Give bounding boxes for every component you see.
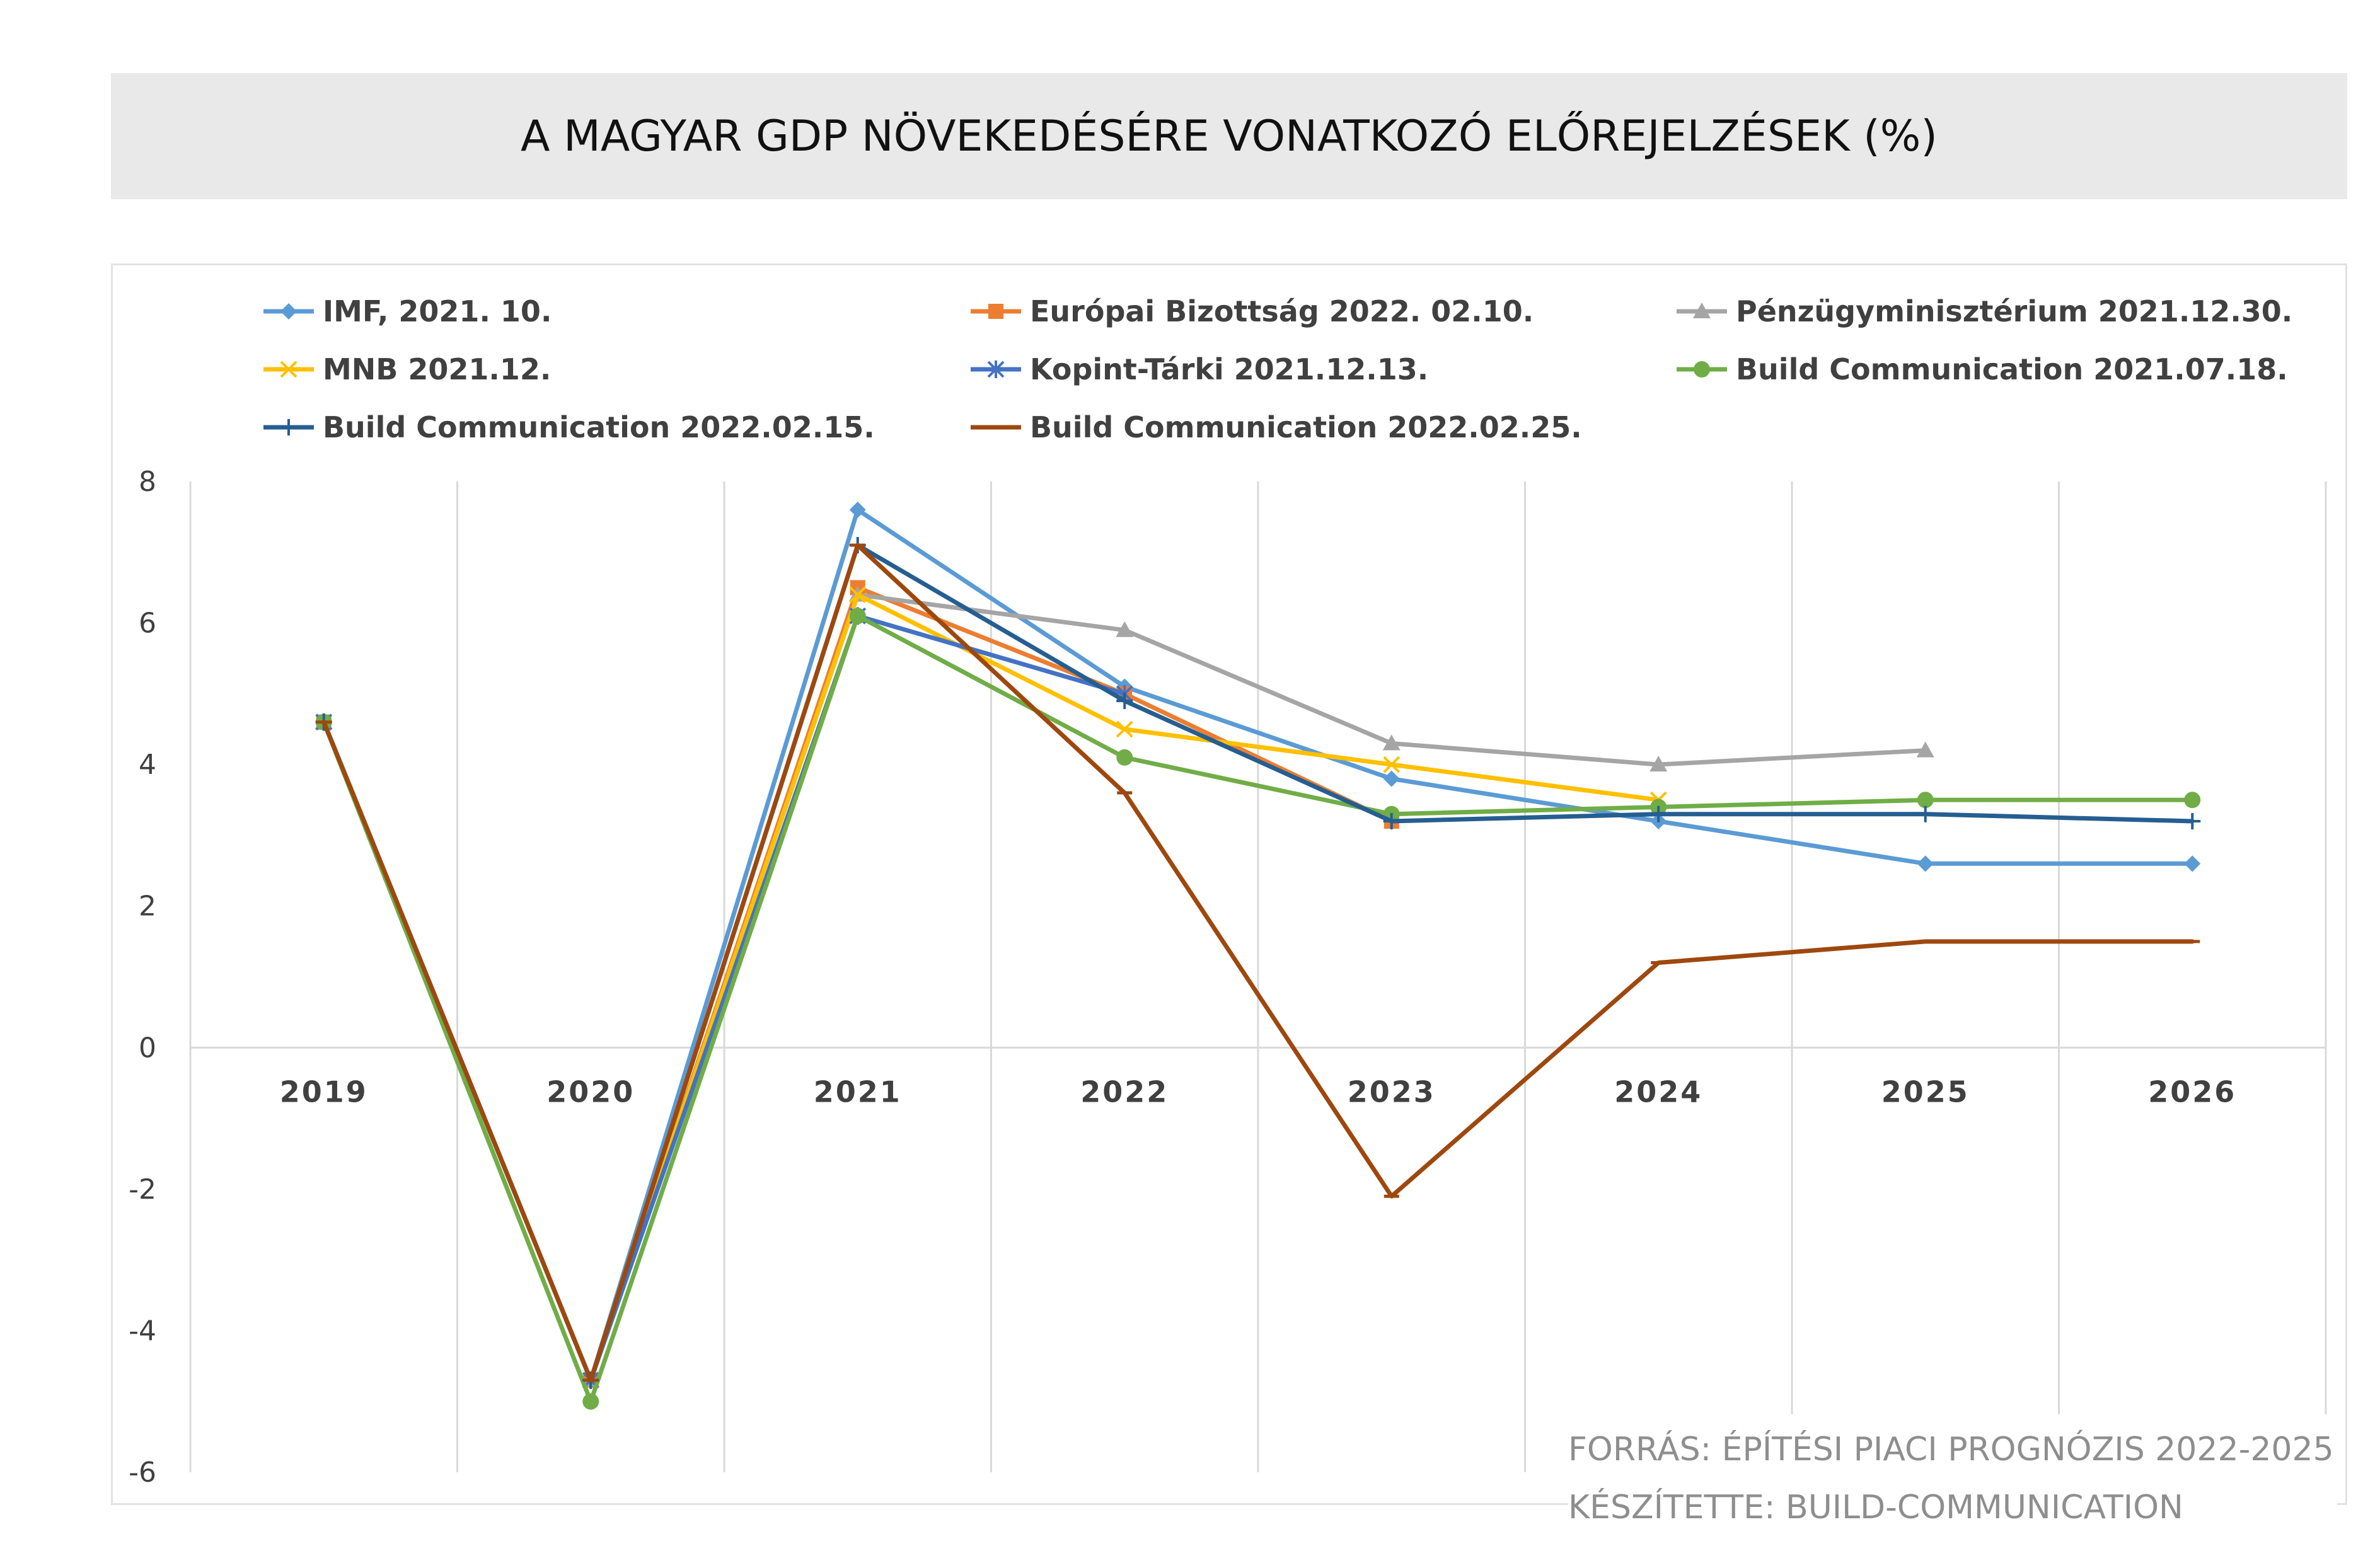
series-line	[321, 613, 2195, 1404]
y-tick-label: 8	[139, 466, 156, 498]
y-tick-label: 2	[139, 891, 156, 923]
data-point	[1916, 741, 1934, 758]
chart-frame	[111, 263, 2347, 1505]
legend-label: Build Communication 2022.02.15.	[323, 410, 875, 444]
data-point	[1383, 812, 1400, 829]
data-point	[1116, 749, 1133, 766]
data-point	[1917, 855, 1934, 872]
legend-marker	[1694, 361, 1710, 378]
x-tick-label: 2026	[2148, 1075, 2236, 1109]
legend-label: Build Communication 2021.07.18.	[1736, 352, 2288, 386]
data-point	[1650, 805, 1667, 822]
y-tick-label: 6	[139, 608, 156, 640]
chart-title: A MAGYAR GDP NÖVEKEDÉSÉRE VONATKOZÓ ELŐR…	[521, 111, 1938, 161]
chart-title-bar: A MAGYAR GDP NÖVEKEDÉSÉRE VONATKOZÓ ELŐR…	[111, 73, 2347, 199]
legend-marker	[280, 419, 297, 435]
legend-label: Pénzügyminisztérium 2021.12.30.	[1736, 294, 2292, 328]
data-point	[1383, 770, 1400, 787]
x-tick-label: 2025	[1881, 1075, 1970, 1109]
data-point	[582, 1393, 599, 1410]
x-tick-label: 2022	[1080, 1075, 1169, 1109]
source-note: FORRÁS: ÉPÍTÉSI PIACI PROGNÓZIS 2022-202…	[1568, 1414, 2337, 1537]
y-tick-label: -4	[129, 1315, 156, 1347]
author-line: KÉSZÍTETTE: BUILD-COMMUNICATION	[1568, 1489, 2183, 1526]
data-point	[849, 586, 867, 604]
legend-label: IMF, 2021. 10.	[323, 294, 552, 328]
data-point	[1649, 756, 1668, 772]
x-tick-label: 2019	[280, 1075, 368, 1109]
data-point	[1917, 805, 1934, 822]
legend-marker	[280, 303, 297, 320]
y-tick-label: -6	[129, 1456, 156, 1489]
data-point	[1116, 720, 1133, 738]
data-point	[2184, 812, 2201, 829]
data-point	[1116, 621, 1134, 637]
legend-label: Európai Bizottság 2022. 02.10.	[1030, 294, 1534, 328]
data-point	[1116, 693, 1133, 710]
data-point	[849, 608, 866, 625]
series-line	[321, 543, 2195, 1383]
legend-marker	[280, 360, 298, 378]
x-tick-label: 2024	[1614, 1075, 1702, 1109]
legend-label: MNB 2021.12.	[323, 352, 551, 386]
x-tick-label: 2020	[546, 1075, 635, 1109]
source-line: FORRÁS: ÉPÍTÉSI PIACI PROGNÓZIS 2022-202…	[1568, 1431, 2334, 1468]
y-tick-label: 0	[139, 1032, 156, 1064]
data-point	[2184, 792, 2201, 809]
y-tick-label: -2	[129, 1174, 156, 1206]
series-line	[321, 585, 1394, 1383]
data-point	[2184, 855, 2201, 872]
series-line	[321, 592, 1928, 1383]
data-point	[849, 501, 866, 518]
legend-label: Kopint-Tárki 2021.12.13.	[1030, 352, 1428, 386]
data-point	[1917, 792, 1934, 809]
legend-marker	[988, 304, 1003, 319]
legend-marker	[1693, 303, 1711, 318]
data-point	[1383, 756, 1401, 773]
legend-marker	[987, 360, 1005, 378]
data-point	[1382, 734, 1401, 751]
y-tick-label: 4	[139, 749, 156, 781]
legend-label: Build Communication 2022.02.25.	[1030, 410, 1582, 444]
x-tick-label: 2021	[814, 1075, 902, 1109]
x-tick-label: 2023	[1348, 1075, 1436, 1109]
